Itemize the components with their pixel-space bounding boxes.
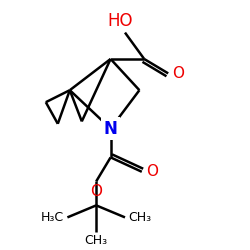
Text: CH₃: CH₃ bbox=[85, 234, 108, 247]
Text: N: N bbox=[104, 120, 118, 138]
Text: O: O bbox=[146, 164, 158, 179]
Text: O: O bbox=[90, 184, 102, 199]
Text: H₃C: H₃C bbox=[41, 211, 64, 224]
Text: CH₃: CH₃ bbox=[128, 211, 152, 224]
Text: HO: HO bbox=[108, 12, 133, 30]
Text: O: O bbox=[172, 66, 184, 81]
